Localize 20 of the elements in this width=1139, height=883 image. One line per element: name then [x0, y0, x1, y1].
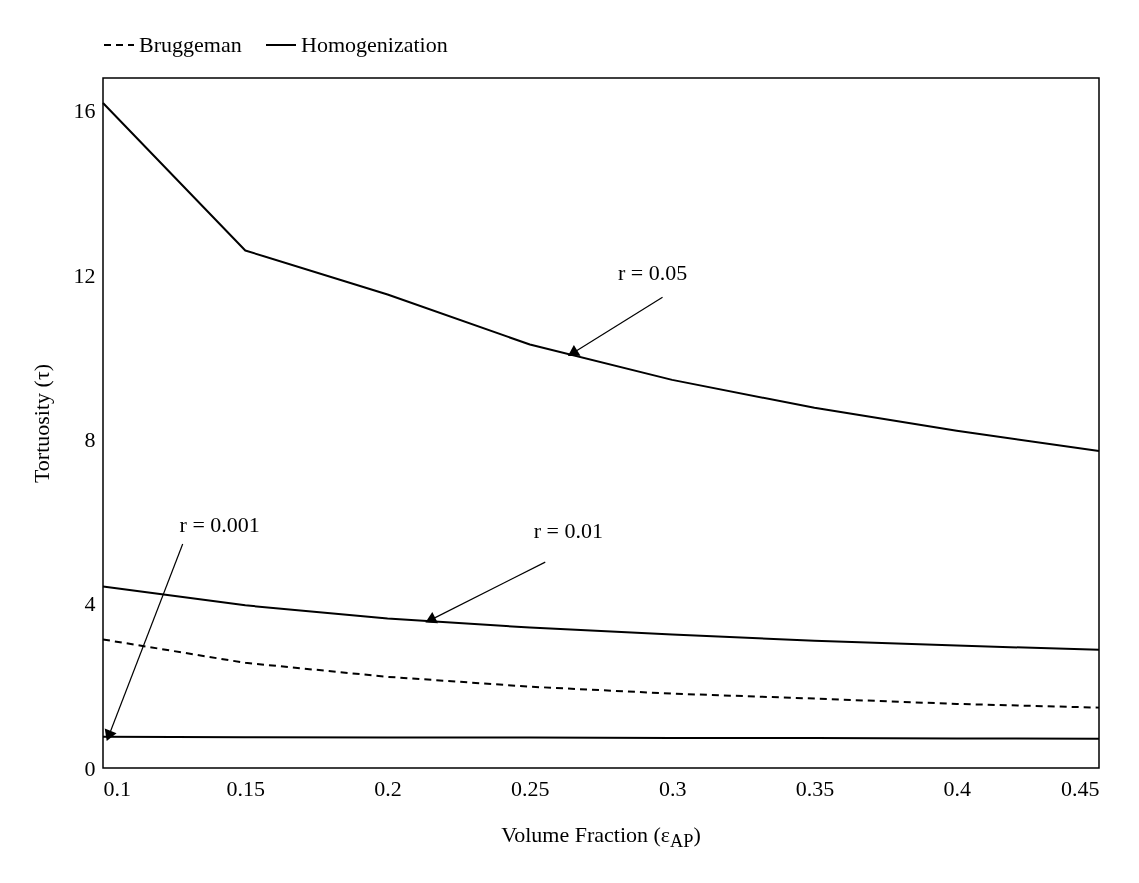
legend-label: Homogenization [301, 32, 448, 57]
x-tick-label: 0.4 [943, 775, 971, 801]
y-tick-label: 8 [84, 426, 96, 452]
annotation: r = 0.05 [617, 260, 688, 286]
x-tick-label: 0.25 [511, 775, 550, 801]
x-tick-label: 0.15 [226, 775, 266, 801]
annotation: r = 0.001 [179, 511, 260, 537]
x-tick-label: 0.35 [795, 775, 835, 801]
legend-label: Bruggeman [139, 32, 242, 57]
y-tick-label: 16 [73, 98, 96, 124]
y-tick-label: 12 [73, 262, 96, 288]
x-tick-label: 0.1 [103, 775, 131, 801]
y-axis-title: Tortuosity (τ) [28, 363, 54, 484]
annotation: r = 0.01 [533, 518, 603, 544]
x-tick-label: 0.3 [658, 775, 687, 801]
x-tick-label: 0.45 [1061, 775, 1100, 801]
y-tick-label: 4 [84, 591, 96, 617]
x-tick-label: 0.2 [374, 775, 402, 801]
x-axis-title: Volume Fraction (ε$_{AP}$) [500, 822, 702, 853]
y-tick-label: 0 [84, 755, 96, 781]
